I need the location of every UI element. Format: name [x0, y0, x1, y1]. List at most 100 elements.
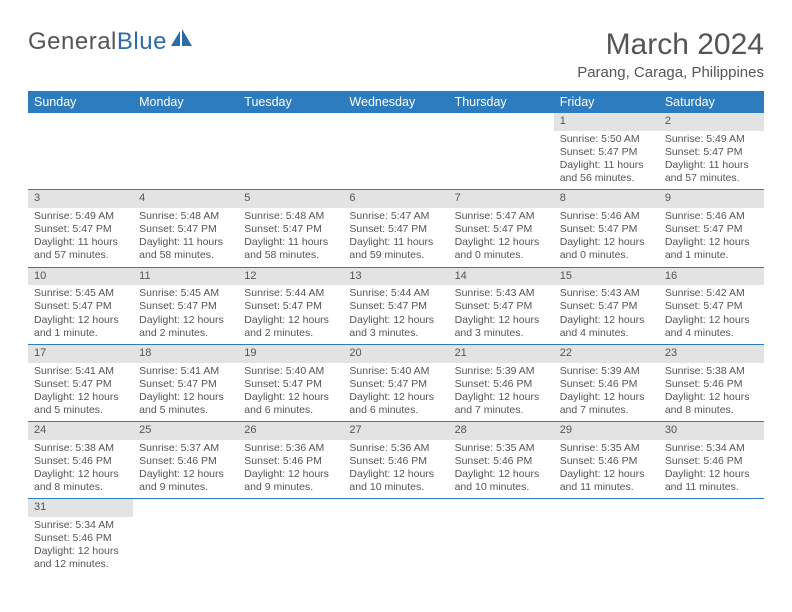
day-header: Wednesday: [343, 91, 448, 113]
calendar-cell: [238, 113, 343, 190]
day-content: Sunrise: 5:37 AMSunset: 5:46 PMDaylight:…: [133, 440, 238, 499]
day-content: Sunrise: 5:34 AMSunset: 5:46 PMDaylight:…: [28, 517, 133, 576]
day-content: Sunrise: 5:38 AMSunset: 5:46 PMDaylight:…: [28, 440, 133, 499]
sunrise-text: Sunrise: 5:46 AM: [560, 210, 653, 223]
sunrise-text: Sunrise: 5:41 AM: [34, 365, 127, 378]
day-content: Sunrise: 5:41 AMSunset: 5:47 PMDaylight:…: [28, 363, 133, 422]
day-number: 29: [554, 422, 659, 440]
calendar-cell: 14Sunrise: 5:43 AMSunset: 5:47 PMDayligh…: [449, 267, 554, 344]
sunset-text: Sunset: 5:46 PM: [349, 455, 442, 468]
day-number: 8: [554, 190, 659, 208]
logo: GeneralBlue: [28, 28, 193, 56]
sunset-text: Sunset: 5:47 PM: [455, 223, 548, 236]
daylight-text: Daylight: 11 hours and 58 minutes.: [139, 236, 232, 262]
day-number: 30: [659, 422, 764, 440]
day-content: Sunrise: 5:48 AMSunset: 5:47 PMDaylight:…: [133, 208, 238, 267]
day-number: 15: [554, 268, 659, 286]
day-content: Sunrise: 5:40 AMSunset: 5:47 PMDaylight:…: [343, 363, 448, 422]
day-content: Sunrise: 5:46 AMSunset: 5:47 PMDaylight:…: [659, 208, 764, 267]
sunset-text: Sunset: 5:47 PM: [139, 378, 232, 391]
sunrise-text: Sunrise: 5:36 AM: [244, 442, 337, 455]
day-number: 25: [133, 422, 238, 440]
sail-icon: [171, 26, 193, 54]
calendar-cell: 7Sunrise: 5:47 AMSunset: 5:47 PMDaylight…: [449, 190, 554, 267]
day-number: 17: [28, 345, 133, 363]
day-header: Friday: [554, 91, 659, 113]
day-header: Sunday: [28, 91, 133, 113]
day-content: Sunrise: 5:47 AMSunset: 5:47 PMDaylight:…: [449, 208, 554, 267]
sunrise-text: Sunrise: 5:35 AM: [560, 442, 653, 455]
day-number: 16: [659, 268, 764, 286]
calendar-table: Sunday Monday Tuesday Wednesday Thursday…: [28, 91, 764, 576]
calendar-cell: 16Sunrise: 5:42 AMSunset: 5:47 PMDayligh…: [659, 267, 764, 344]
day-content: Sunrise: 5:36 AMSunset: 5:46 PMDaylight:…: [343, 440, 448, 499]
calendar-cell: 1Sunrise: 5:50 AMSunset: 5:47 PMDaylight…: [554, 113, 659, 190]
sunset-text: Sunset: 5:47 PM: [349, 223, 442, 236]
day-number: 20: [343, 345, 448, 363]
day-header: Thursday: [449, 91, 554, 113]
sunset-text: Sunset: 5:47 PM: [349, 378, 442, 391]
sunset-text: Sunset: 5:47 PM: [665, 146, 758, 159]
daylight-text: Daylight: 12 hours and 6 minutes.: [244, 391, 337, 417]
day-content: Sunrise: 5:47 AMSunset: 5:47 PMDaylight:…: [343, 208, 448, 267]
day-number: 12: [238, 268, 343, 286]
day-content: Sunrise: 5:42 AMSunset: 5:47 PMDaylight:…: [659, 285, 764, 344]
calendar-row: 31Sunrise: 5:34 AMSunset: 5:46 PMDayligh…: [28, 499, 764, 576]
sunrise-text: Sunrise: 5:36 AM: [349, 442, 442, 455]
day-number: 9: [659, 190, 764, 208]
calendar-cell: [343, 499, 448, 576]
daylight-text: Daylight: 11 hours and 56 minutes.: [560, 159, 653, 185]
calendar-cell: 23Sunrise: 5:38 AMSunset: 5:46 PMDayligh…: [659, 344, 764, 421]
daylight-text: Daylight: 12 hours and 0 minutes.: [560, 236, 653, 262]
calendar-cell: 21Sunrise: 5:39 AMSunset: 5:46 PMDayligh…: [449, 344, 554, 421]
day-number: 23: [659, 345, 764, 363]
sunset-text: Sunset: 5:47 PM: [455, 300, 548, 313]
calendar-cell: 6Sunrise: 5:47 AMSunset: 5:47 PMDaylight…: [343, 190, 448, 267]
day-content: Sunrise: 5:49 AMSunset: 5:47 PMDaylight:…: [659, 131, 764, 190]
day-header-row: Sunday Monday Tuesday Wednesday Thursday…: [28, 91, 764, 113]
calendar-cell: [238, 499, 343, 576]
sunrise-text: Sunrise: 5:48 AM: [244, 210, 337, 223]
sunrise-text: Sunrise: 5:48 AM: [139, 210, 232, 223]
day-number: 24: [28, 422, 133, 440]
sunset-text: Sunset: 5:47 PM: [244, 378, 337, 391]
calendar-cell: [449, 499, 554, 576]
day-content: Sunrise: 5:36 AMSunset: 5:46 PMDaylight:…: [238, 440, 343, 499]
sunset-text: Sunset: 5:46 PM: [560, 378, 653, 391]
calendar-cell: 30Sunrise: 5:34 AMSunset: 5:46 PMDayligh…: [659, 422, 764, 499]
day-number: 28: [449, 422, 554, 440]
day-content: Sunrise: 5:40 AMSunset: 5:47 PMDaylight:…: [238, 363, 343, 422]
sunrise-text: Sunrise: 5:49 AM: [665, 133, 758, 146]
day-number: 26: [238, 422, 343, 440]
day-number: 2: [659, 113, 764, 131]
daylight-text: Daylight: 12 hours and 4 minutes.: [560, 314, 653, 340]
sunset-text: Sunset: 5:47 PM: [34, 300, 127, 313]
sunrise-text: Sunrise: 5:46 AM: [665, 210, 758, 223]
sunrise-text: Sunrise: 5:44 AM: [244, 287, 337, 300]
daylight-text: Daylight: 12 hours and 8 minutes.: [34, 468, 127, 494]
sunrise-text: Sunrise: 5:49 AM: [34, 210, 127, 223]
calendar-cell: 22Sunrise: 5:39 AMSunset: 5:46 PMDayligh…: [554, 344, 659, 421]
sunrise-text: Sunrise: 5:47 AM: [455, 210, 548, 223]
sunset-text: Sunset: 5:47 PM: [560, 223, 653, 236]
sunrise-text: Sunrise: 5:50 AM: [560, 133, 653, 146]
daylight-text: Daylight: 12 hours and 1 minute.: [665, 236, 758, 262]
sunrise-text: Sunrise: 5:44 AM: [349, 287, 442, 300]
header: GeneralBlue March 2024 Parang, Caraga, P…: [28, 28, 764, 81]
day-number: 14: [449, 268, 554, 286]
day-content: Sunrise: 5:43 AMSunset: 5:47 PMDaylight:…: [554, 285, 659, 344]
sunset-text: Sunset: 5:46 PM: [455, 455, 548, 468]
sunset-text: Sunset: 5:46 PM: [665, 378, 758, 391]
day-number: 27: [343, 422, 448, 440]
day-number: 11: [133, 268, 238, 286]
title-block: March 2024 Parang, Caraga, Philippines: [577, 28, 764, 81]
calendar-cell: 8 Sunrise: 5:46 AMSunset: 5:47 PMDaylight…: [554, 190, 659, 267]
sunset-text: Sunset: 5:47 PM: [244, 223, 337, 236]
calendar-cell: 3Sunrise: 5:49 AMSunset: 5:47 PMDaylight…: [28, 190, 133, 267]
calendar-cell: 15Sunrise: 5:43 AMSunset: 5:47 PMDayligh…: [554, 267, 659, 344]
sunrise-text: Sunrise: 5:39 AM: [560, 365, 653, 378]
sunrise-text: Sunrise: 5:45 AM: [139, 287, 232, 300]
sunrise-text: Sunrise: 5:37 AM: [139, 442, 232, 455]
day-number: 22: [554, 345, 659, 363]
calendar-cell: 29Sunrise: 5:35 AMSunset: 5:46 PMDayligh…: [554, 422, 659, 499]
